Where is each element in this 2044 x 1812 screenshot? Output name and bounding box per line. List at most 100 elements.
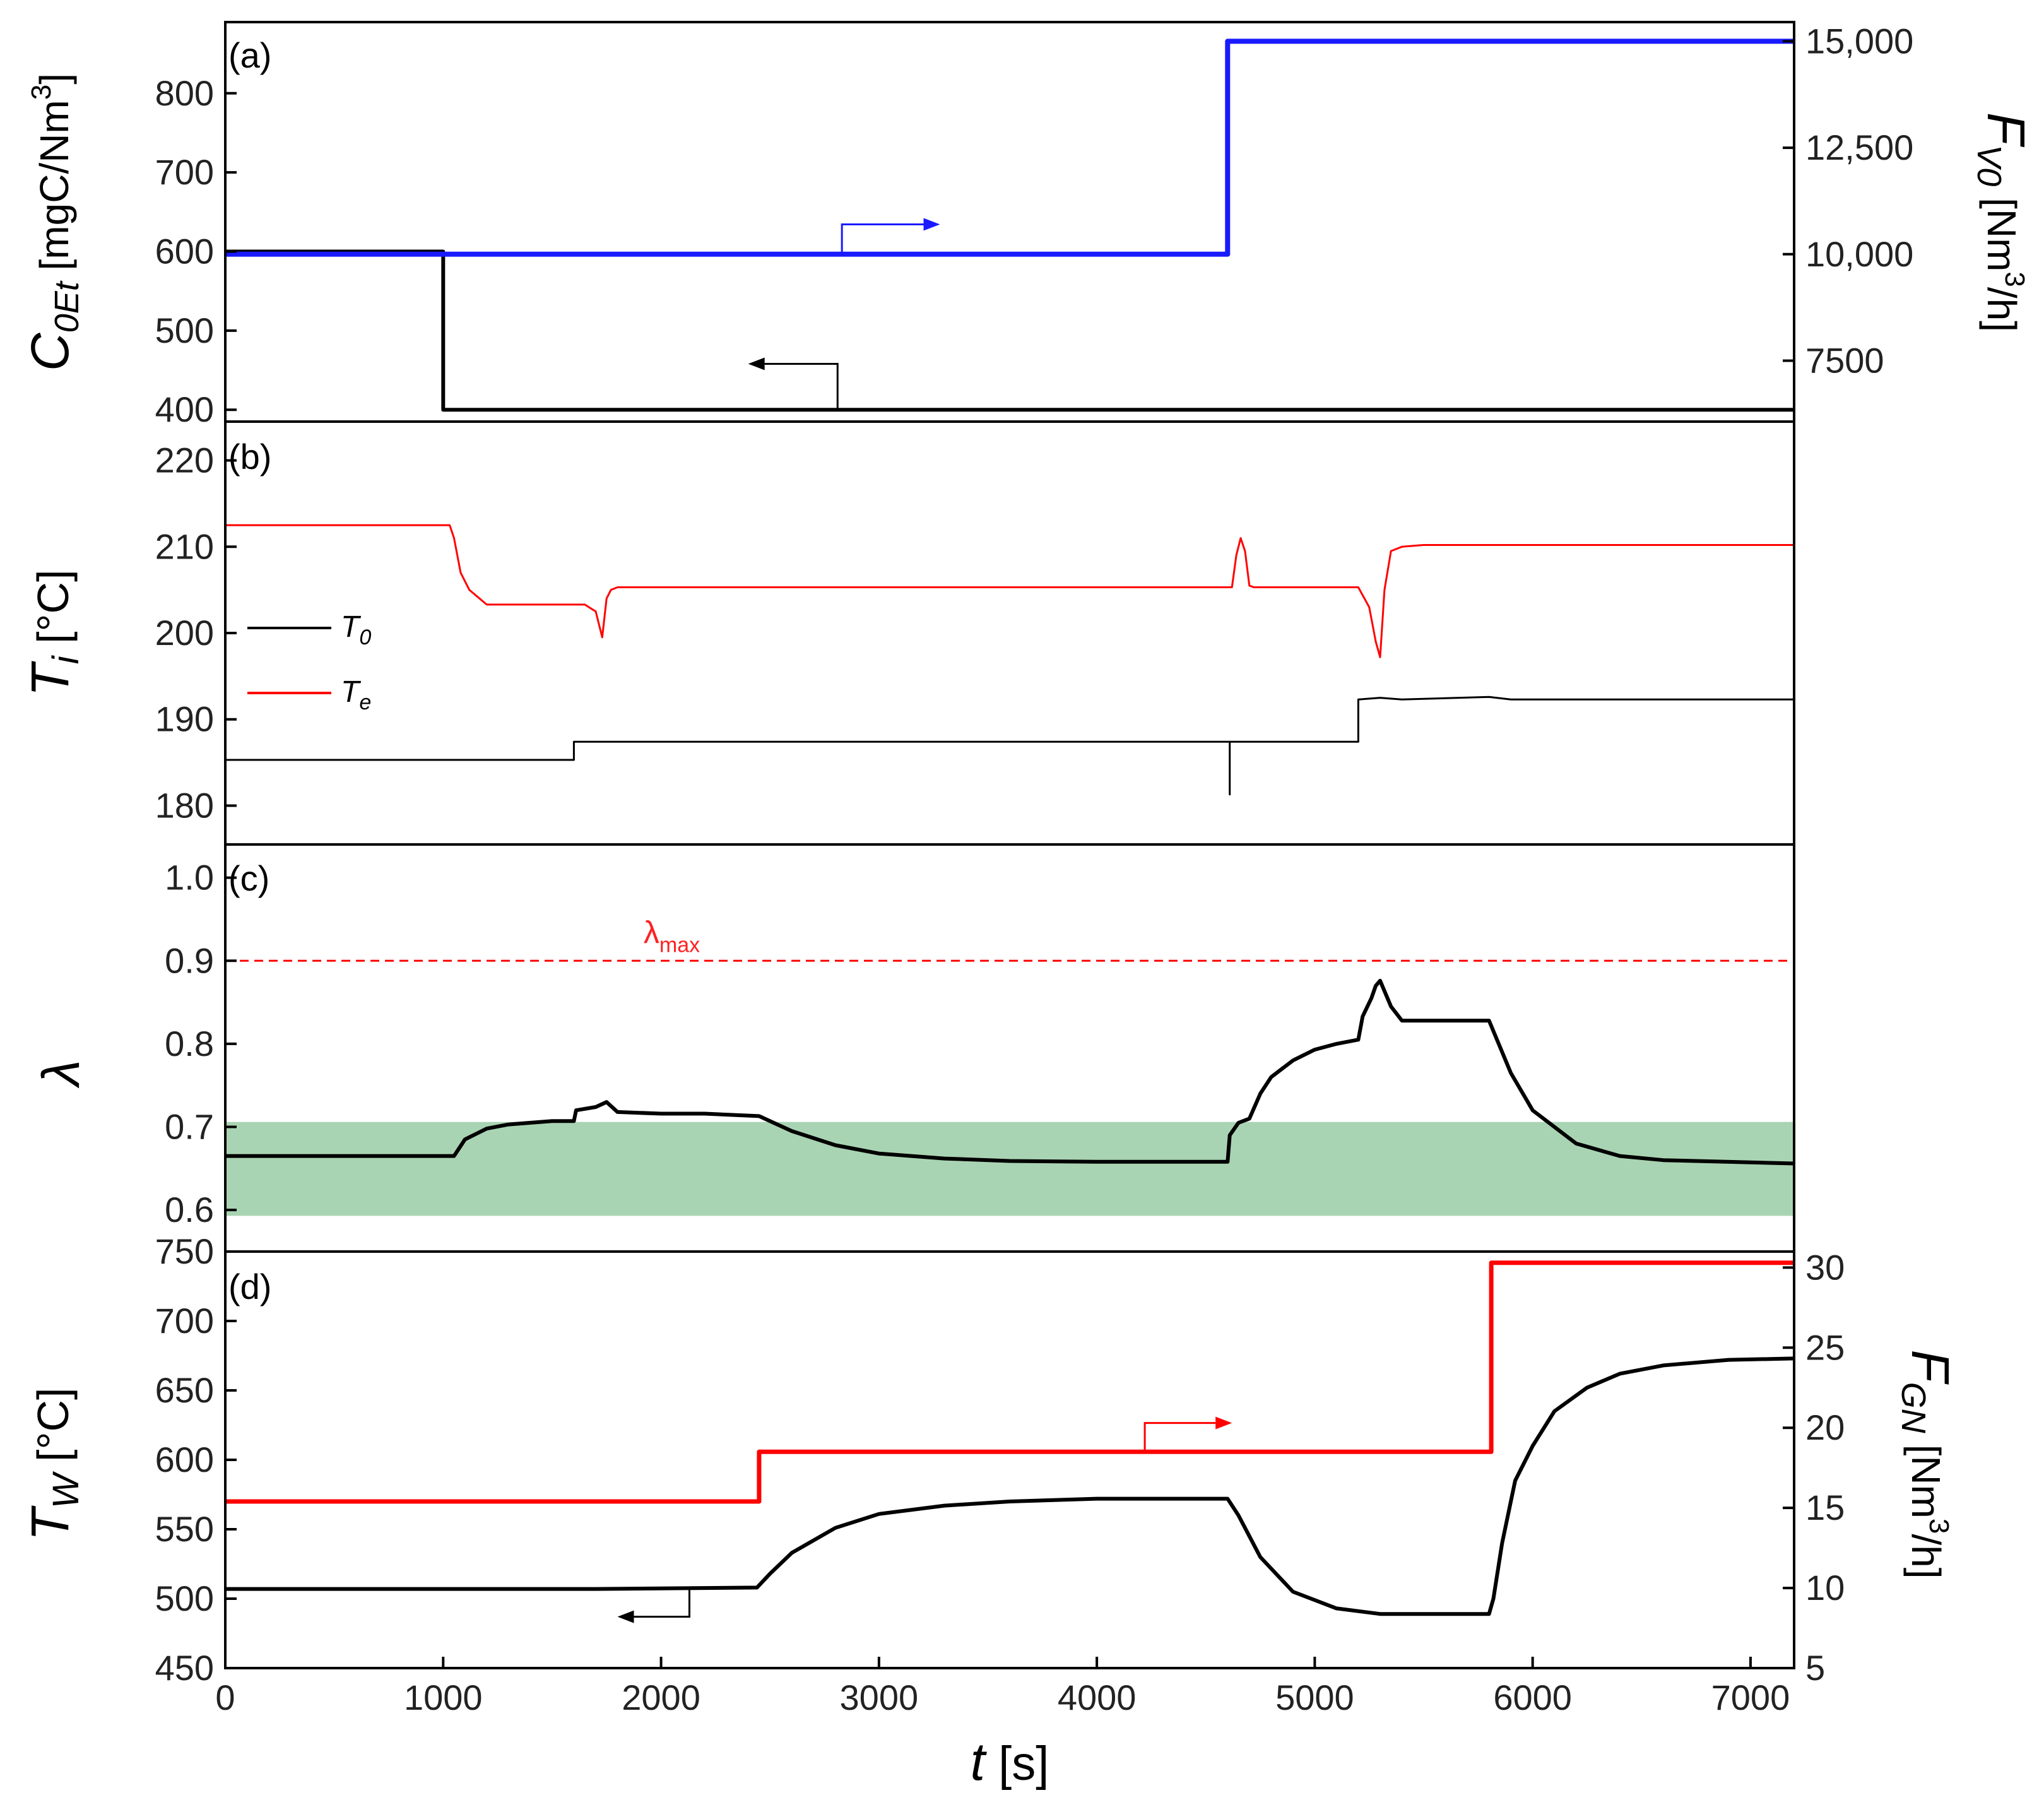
x-tick-label: 2000 (622, 1678, 700, 1717)
y-tick-label: 0.6 (165, 1190, 214, 1229)
panel-a-ylabel: C0Et [mgC/Nm3] (20, 73, 86, 371)
series-te-line (225, 524, 1794, 658)
lambda-max-label: λmax (644, 915, 700, 957)
y2-tick-label: 25 (1805, 1327, 1845, 1367)
x-tick-label: 4000 (1058, 1678, 1137, 1717)
panel-d-yticks: 450 500 550 600 650 700 750 (155, 1231, 237, 1688)
legend-te-symbol: T (341, 675, 362, 709)
panel-c-yticks: 0.6 0.7 0.8 0.9 1.0 (165, 858, 237, 1229)
legend-t0-symbol: T (341, 610, 362, 644)
annotation-arrow-0-head (923, 218, 940, 231)
x-tick-label: 7000 (1711, 1678, 1790, 1717)
panel-d-y2ticks: 5 10 15 20 25 30 (1783, 1247, 1845, 1688)
y2-tick-label: 10 (1805, 1568, 1845, 1608)
x-tick-label: 6000 (1493, 1678, 1572, 1717)
y-tick-label: 0.8 (165, 1024, 214, 1063)
panel-b-ylabel: Ti [°C] (20, 569, 86, 696)
y2-tick-label: 10,000 (1805, 234, 1913, 274)
y-tick-label: 800 (155, 73, 214, 113)
panel-d-y2label-symbol: F (1901, 1349, 1960, 1385)
y-tick-label: 600 (155, 232, 214, 271)
panel-a-ylabel-unit-end: ] (32, 73, 77, 85)
y-tick-label: 650 (155, 1370, 214, 1410)
panel-d-ylabel-unit: [°C] (28, 1388, 78, 1474)
panel-a-y2label-sup: 3 (1999, 271, 2030, 287)
panel-b-ylabel-unit: [°C] (28, 569, 78, 656)
panel-d-ylabel-symbol: T (20, 1505, 80, 1541)
y-tick-label: 0.9 (165, 940, 214, 980)
panel-a-y2label-unit-end: /h] (1979, 287, 2024, 332)
y-tick-label: 500 (155, 311, 214, 350)
y-tick-label: 700 (155, 1301, 214, 1341)
panel-a-ylabel-subscript: 0Et (48, 280, 86, 333)
panel-d-y2label-unit-end: /h] (1903, 1534, 1949, 1578)
y-tick-label: 450 (155, 1648, 214, 1688)
panel-d-ylabel: TW [°C] (20, 1388, 86, 1541)
panel-a-label: (a) (228, 35, 271, 75)
panel-b-ylabel-subscript: i (45, 654, 86, 664)
y-tick-label: 500 (155, 1578, 214, 1618)
panel-d-xticks: 0 1000 2000 3000 4000 5000 6000 7000 (215, 1657, 1790, 1717)
panel-d: (d) 450 500 550 600 650 700 750 5 10 15 20 25 30 0 1… (20, 1231, 1960, 1791)
green-band (225, 1122, 1794, 1216)
x-axis-label-unit: [s] (985, 1737, 1049, 1791)
legend-label-te: Te (341, 675, 371, 714)
y-tick-label: 700 (155, 152, 214, 192)
y-tick-label: 1.0 (165, 858, 214, 897)
series-lambda-line (225, 978, 1795, 1166)
panel-a: (a) 400 500 600 700 800 7500 10,000 12,500 15,0… (20, 21, 2036, 429)
y-tick-label: 210 (155, 526, 214, 566)
y2-tick-label: 30 (1805, 1247, 1845, 1287)
series-c0et-line (225, 249, 1794, 412)
panel-a-yticks: 400 500 600 700 800 (155, 73, 237, 429)
panel-c-plot (225, 978, 1795, 1166)
lambda-max-subscript: max (659, 933, 700, 957)
annotation-arrow-1-head (748, 357, 765, 370)
y-tick-label: 180 (155, 785, 214, 825)
panel-d-y2label-subscript: GN (1894, 1382, 1932, 1434)
y2-tick-label: 12,500 (1805, 127, 1913, 167)
annotation-arrow-0-line (1143, 1422, 1216, 1452)
series-tw-line (225, 1356, 1795, 1616)
panel-a-y2label-symbol: F (1976, 112, 2036, 148)
y-tick-label: 200 (155, 613, 214, 653)
panel-c-ylabel: λ (31, 1060, 90, 1088)
panel-b-ylabel-symbol: T (20, 661, 80, 697)
panel-d-label: (d) (228, 1267, 271, 1306)
series-fgn-line (225, 1260, 1794, 1504)
x-tick-label: 5000 (1275, 1678, 1354, 1717)
panel-b-yticks: 180 190 200 210 220 (155, 441, 237, 825)
y2-tick-label: 5 (1805, 1648, 1825, 1688)
y-tick-label: 400 (155, 389, 214, 429)
series-t0-line (225, 696, 1794, 796)
y-tick-label: 750 (155, 1231, 214, 1271)
panel-a-y2ticks: 7500 10,000 12,500 15,000 (1783, 21, 1913, 380)
panel-a-y2label-unit: [Nm (1979, 186, 2024, 271)
series-fv0-line (225, 38, 1794, 257)
y2-tick-label: 15,000 (1805, 21, 1913, 61)
y-tick-label: 550 (155, 1509, 214, 1549)
legend-te-subscript: e (359, 690, 371, 714)
y-tick-label: 220 (155, 441, 214, 480)
x-tick-label: 0 (215, 1678, 235, 1717)
legend-t0-subscript: 0 (359, 625, 371, 649)
y-tick-label: 600 (155, 1440, 214, 1479)
panel-d-y2label-sup: 3 (1923, 1519, 1954, 1534)
y-tick-label: 190 (155, 699, 214, 739)
panel-d-y2label: FGN [Nm3/h] (1894, 1349, 1960, 1578)
x-axis-label: t [s] (971, 1732, 1049, 1791)
panel-a-plot (225, 38, 1794, 412)
panel-d-plot (225, 1260, 1795, 1623)
annotation-arrow-1-line (764, 362, 839, 410)
annotation-arrow-1-line (634, 1589, 690, 1618)
annotation-arrow-0-head (1215, 1416, 1232, 1430)
panel-d-y2label-unit: [Nm (1903, 1433, 1949, 1519)
panel-d-ylabel-subscript: W (45, 1471, 86, 1508)
x-tick-label: 1000 (404, 1678, 483, 1717)
legend-label-t0: T0 (341, 610, 371, 649)
panel-b-plot (225, 524, 1794, 796)
y-tick-label: 0.7 (165, 1107, 214, 1147)
lambda-max-symbol: λ (644, 915, 659, 950)
